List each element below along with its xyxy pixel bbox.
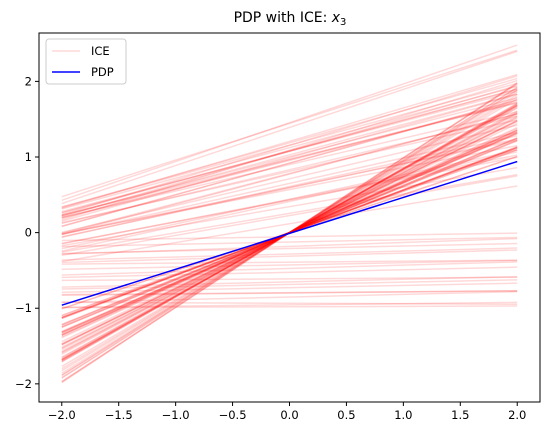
x-tick-label: 2.0 — [508, 408, 526, 422]
ice-line — [61, 266, 518, 279]
ice-line — [61, 88, 518, 214]
ice-line — [61, 301, 518, 306]
ice-line — [61, 44, 518, 202]
x-tick-label: −2.0 — [48, 408, 76, 422]
ice-line — [61, 301, 518, 309]
ice-line — [61, 90, 518, 213]
ice-line — [61, 88, 518, 214]
ice-line — [61, 79, 518, 221]
ice-line — [61, 247, 518, 261]
x-tick-label: 0.5 — [337, 408, 355, 422]
ice-line — [61, 75, 518, 216]
y-tick-label: 1 — [25, 150, 32, 164]
chart-title: PDP with ICE: x3 — [234, 10, 347, 28]
ice-line — [61, 259, 518, 271]
x-tick-label: 1.5 — [451, 408, 469, 422]
legend: ICE PDP — [45, 38, 127, 85]
ice-line — [61, 138, 518, 238]
ice-line — [61, 124, 518, 234]
x-tick-label: −1.0 — [162, 408, 190, 422]
ice-line — [61, 97, 518, 216]
ice-line — [61, 237, 518, 255]
ice-line — [61, 82, 518, 208]
ice-line — [61, 135, 518, 238]
chart-title-sub: 3 — [340, 17, 346, 28]
ice-line — [61, 99, 518, 228]
y-axis: −2 −1 0 1 2 — [15, 74, 39, 391]
ice-line — [61, 282, 518, 294]
y-tick-label: 2 — [25, 74, 32, 88]
chart-title-var: x — [331, 10, 341, 26]
ice-line — [61, 99, 518, 227]
ice-line — [61, 290, 518, 296]
ice-line — [61, 93, 518, 217]
ice-line — [61, 113, 518, 234]
y-tick-label: −2 — [15, 377, 32, 391]
ice-line — [61, 50, 518, 205]
x-axis: −2.0 −1.5 −1.0 −0.5 0.0 0.5 1.0 1.5 2.0 — [48, 402, 526, 422]
ice-line — [61, 102, 518, 216]
ice-line — [61, 276, 518, 282]
ice-line — [61, 279, 518, 290]
y-tick-label: 0 — [25, 226, 32, 240]
x-tick-label: −0.5 — [219, 408, 247, 422]
ice-line — [61, 275, 518, 288]
ice-line — [61, 113, 518, 236]
pdp-line — [61, 160, 518, 306]
ice-line — [61, 93, 518, 222]
ice-line — [61, 151, 518, 252]
ice-line — [61, 290, 518, 304]
ice-line — [61, 156, 518, 245]
ice-line — [61, 154, 518, 245]
ice-line — [61, 232, 518, 242]
x-tick-label: 0.0 — [280, 408, 298, 422]
ice-line — [61, 115, 518, 225]
x-tick-label: 1.0 — [394, 408, 412, 422]
ice-line — [61, 173, 518, 253]
ice-line — [61, 242, 518, 255]
ice-lines — [61, 44, 518, 384]
ice-line — [61, 305, 518, 309]
ice-line — [61, 84, 518, 218]
ice-line — [61, 144, 518, 235]
chart-title-main: PDP with ICE: — [234, 10, 332, 26]
ice-line — [61, 166, 518, 247]
x-tick-label: −1.5 — [105, 408, 133, 422]
ice-line — [61, 101, 518, 220]
ice-line — [61, 259, 518, 265]
ice-line — [61, 101, 518, 219]
ice-line — [61, 249, 518, 264]
ice-line — [61, 149, 518, 250]
ice-line — [61, 77, 518, 208]
ice-line — [61, 261, 518, 276]
ice-line — [61, 131, 518, 236]
ice-line — [61, 49, 518, 198]
ice-line — [61, 85, 518, 210]
ice-line — [61, 236, 518, 248]
ice-line — [61, 175, 518, 257]
ice-line — [61, 119, 518, 224]
ice-line — [61, 73, 518, 209]
legend-ice-label: ICE — [91, 44, 110, 58]
ice-line — [61, 289, 518, 297]
legend-box — [45, 38, 127, 85]
legend-pdp-label: PDP — [91, 65, 114, 79]
ice-line — [61, 111, 518, 219]
pdp-line-group — [61, 160, 518, 306]
y-tick-label: −1 — [15, 301, 32, 315]
ice-line — [61, 185, 518, 263]
ice-line — [61, 139, 518, 236]
